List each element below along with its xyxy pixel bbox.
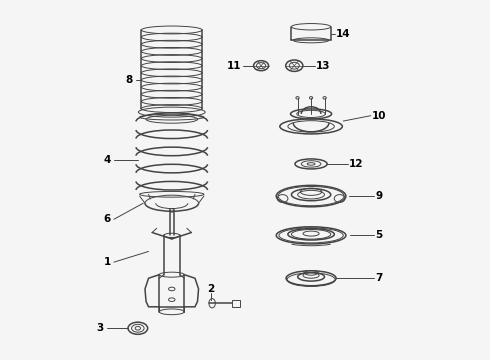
Text: 4: 4 [104, 156, 111, 165]
Text: 11: 11 [227, 61, 242, 71]
Text: 9: 9 [375, 191, 383, 201]
Text: 10: 10 [372, 111, 386, 121]
Text: 3: 3 [97, 323, 104, 333]
Text: 6: 6 [104, 214, 111, 224]
Text: 1: 1 [104, 257, 111, 267]
Text: 2: 2 [207, 284, 215, 294]
Text: 7: 7 [375, 273, 383, 283]
Text: 5: 5 [375, 230, 383, 240]
Text: 14: 14 [336, 28, 350, 39]
Text: 8: 8 [125, 75, 132, 85]
Text: 13: 13 [316, 61, 330, 71]
Text: 12: 12 [348, 159, 363, 169]
